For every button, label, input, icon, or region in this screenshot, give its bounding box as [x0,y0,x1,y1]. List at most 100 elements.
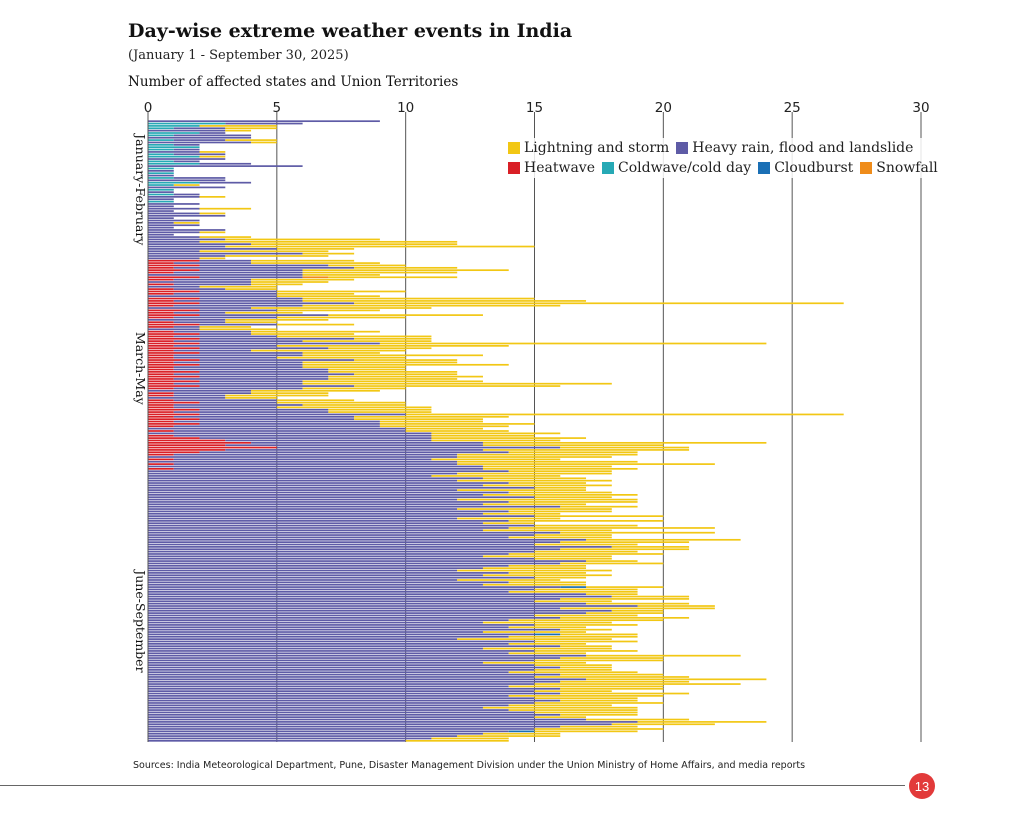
bar-segment [251,141,277,144]
bar-segment [199,371,329,373]
bar-segment [457,579,561,581]
x-axis-caption: Number of affected states and Union Terr… [128,74,459,90]
bar-segment [276,295,380,298]
bar-segment [251,259,355,262]
bar-segment [148,283,174,286]
bar-segment [148,631,483,633]
bar-segment [508,553,664,555]
bar-segment [534,690,612,693]
x-tick-label: 5 [273,100,282,116]
bar-segment [148,501,509,503]
bar-segment [534,697,638,700]
bar-segment [148,489,458,491]
bar-segment [148,718,587,721]
bar-segment [148,347,200,350]
bar-segment [560,699,638,702]
bar-segment [199,196,226,198]
bar-segment [482,467,638,470]
bar-segment [148,709,509,711]
bar-segment [148,165,303,167]
bar-segment [199,309,277,312]
bar-segment [508,572,587,574]
bar-segment [405,430,509,432]
chart-title: Day-wise extreme weather events in India [128,20,573,42]
bar-segment [148,446,277,449]
legend-swatch-heatwave [508,162,520,174]
bar-segment [148,633,535,636]
bar-segment [302,269,509,272]
bar-segment [508,527,715,529]
bar-segment [482,706,638,709]
bar-segment [199,437,432,439]
bar-segment [148,562,561,565]
bar-segment [173,467,483,470]
bar-segment [560,680,690,683]
bar-segment [560,598,690,600]
bar-segment [534,496,612,499]
bar-segment [508,643,587,645]
bar-segment [148,569,458,572]
legend-row-2: Heatwave Coldwave/cold day Cloudburst Sn… [508,158,948,178]
bar-segment [148,245,226,248]
bar-segment [148,626,509,629]
bar-segment [328,314,483,316]
bar-segment [534,614,638,617]
bar-segment [173,266,355,269]
bar-segment [148,600,535,603]
bar-segment [199,240,458,243]
bar-segment [148,127,174,130]
bar-segment [148,491,509,494]
bar-segment [148,120,380,123]
legend-swatch-cloudburst [758,162,771,174]
bar-segment [302,352,380,354]
bar-segment [328,276,458,279]
bar-segment [148,567,483,570]
bar-segment [534,515,664,517]
bar-segment [173,404,303,406]
bar-segment [148,309,200,312]
bar-segment [148,643,509,645]
bar-segment [586,538,741,541]
legend-label-coldwave: Coldwave/cold day [618,160,752,176]
bar-segment [148,196,200,198]
bar-segment [148,214,226,217]
bar-segment [148,654,587,657]
period-label: March-May [133,332,148,406]
bar-segment [148,477,483,480]
bar-segment [225,318,329,321]
bar-segment [148,300,174,302]
bar-segment [328,411,432,413]
legend-label-snowfall: Snowfall [876,160,938,176]
bar-segment [482,444,664,447]
bar-segment [148,415,174,418]
bar-segment [148,285,200,288]
bar-segment [302,363,509,366]
bar-segment [148,664,535,666]
bar-segment [508,536,612,539]
legend-label-heatwave: Heatwave [524,160,595,176]
bar-segment [148,453,174,456]
bar-segment [173,143,200,146]
bar-segment [148,155,200,158]
bar-segment [560,505,638,508]
bar-segment [354,418,483,421]
bar-segment [560,446,690,449]
bar-segment [586,560,638,562]
bar-segment [173,463,458,465]
bar-segment [148,167,174,170]
bar-segment [457,460,638,463]
bar-segment [148,522,483,525]
bar-segment [173,134,252,137]
bar-segment [148,297,200,300]
bar-segment [276,399,355,402]
bar-segment [173,425,380,428]
bar-segment [148,276,200,279]
bar-segment [148,650,535,652]
bar-segment [148,432,432,435]
bar-segment [148,486,535,489]
bar-segment [508,671,638,674]
bar-segment [148,420,174,423]
bar-segment [457,453,638,456]
bar-segment [431,737,509,740]
bar-segment [148,366,174,368]
